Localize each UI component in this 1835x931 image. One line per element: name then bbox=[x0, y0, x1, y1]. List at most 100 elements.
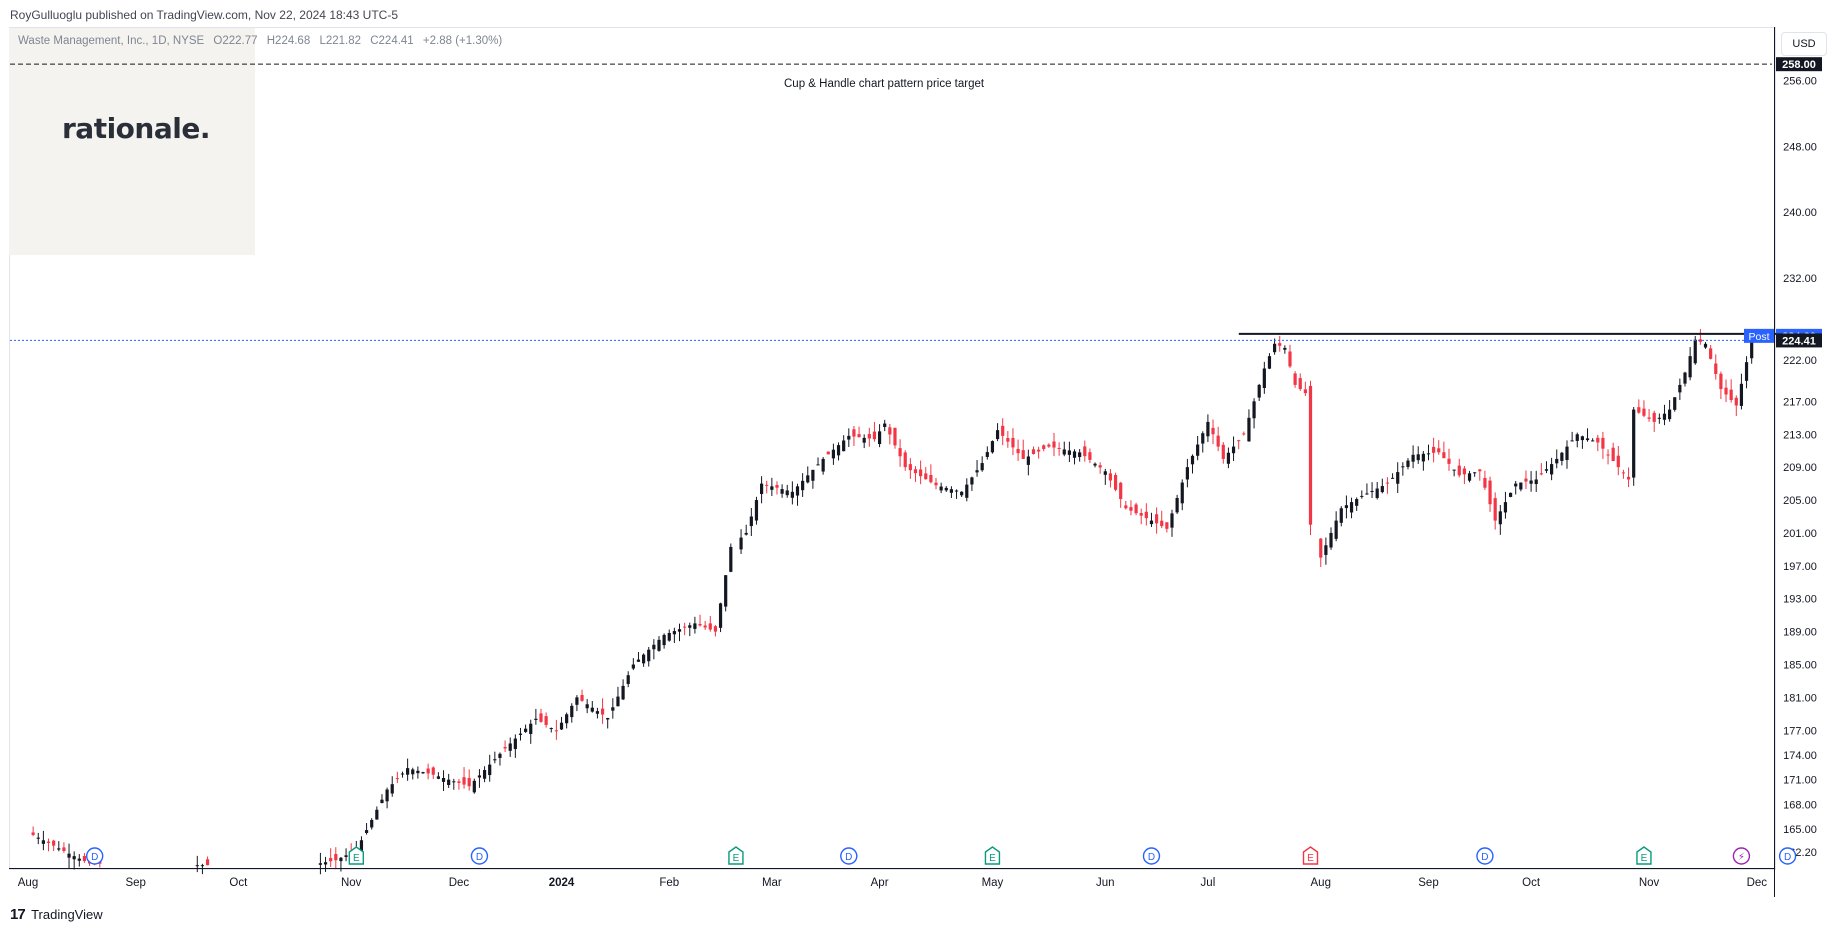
candle-body bbox=[1580, 436, 1584, 441]
candle-body bbox=[713, 626, 718, 632]
candle-body bbox=[62, 847, 66, 851]
candle-body bbox=[1037, 449, 1041, 452]
y-tick-label: 217.00 bbox=[1783, 396, 1817, 408]
candle-body bbox=[990, 441, 995, 453]
candle-body bbox=[934, 482, 938, 486]
candle-body bbox=[1349, 502, 1354, 513]
candle-body bbox=[416, 770, 420, 774]
candle-body bbox=[708, 623, 712, 630]
dividend-event-label: D bbox=[1148, 852, 1155, 863]
x-tick-label: Nov bbox=[341, 877, 362, 889]
candle-body bbox=[831, 449, 836, 459]
candle-body bbox=[801, 480, 805, 491]
candle-body bbox=[636, 659, 641, 662]
candle-body bbox=[606, 717, 610, 720]
candle-body bbox=[339, 857, 343, 862]
candle-body bbox=[1488, 480, 1492, 505]
candle-body bbox=[1031, 449, 1036, 454]
target-price-tag-box bbox=[1776, 57, 1822, 72]
y-tick-label: 209.00 bbox=[1783, 462, 1817, 474]
candle-body bbox=[200, 865, 205, 867]
candle-body bbox=[1211, 427, 1215, 435]
candle-body bbox=[1683, 372, 1687, 384]
candle-body bbox=[647, 649, 651, 662]
split-event-icon bbox=[1732, 847, 1751, 865]
price-target-annotation: Cup & Handle chart pattern price target bbox=[784, 78, 985, 90]
last-price-tag: 224.41 bbox=[1782, 335, 1816, 347]
target-price-tag: 258.00 bbox=[1782, 59, 1816, 71]
candle-body bbox=[847, 435, 851, 440]
x-tick-label: Dec bbox=[449, 877, 470, 889]
candle-body bbox=[939, 486, 943, 491]
candle-body bbox=[1139, 513, 1143, 516]
candle-body bbox=[1478, 469, 1482, 472]
candle-body bbox=[52, 840, 56, 846]
dividend-event-label: D bbox=[476, 852, 483, 863]
candle-body bbox=[575, 697, 579, 705]
candle-body bbox=[57, 848, 61, 850]
candle-body bbox=[1042, 445, 1046, 450]
dividend-event-icon bbox=[1778, 847, 1797, 865]
currency-button[interactable]: USD bbox=[1781, 32, 1827, 56]
y-tick-label: 177.00 bbox=[1783, 725, 1817, 737]
candle-body bbox=[657, 639, 661, 651]
candle-body bbox=[1237, 440, 1241, 442]
y-tick-label: 168.00 bbox=[1783, 799, 1817, 811]
candle-body bbox=[893, 427, 897, 446]
candle-body bbox=[1401, 466, 1405, 468]
candle-body bbox=[1257, 384, 1261, 398]
candle-body bbox=[1247, 417, 1251, 442]
candle-body bbox=[36, 837, 40, 839]
legend-close: C224.41 bbox=[370, 35, 414, 47]
candle-body bbox=[795, 486, 800, 496]
candle-body bbox=[1657, 417, 1661, 419]
candle-body bbox=[985, 452, 989, 457]
y-tick-label: 181.00 bbox=[1783, 692, 1817, 704]
candle-body bbox=[1396, 472, 1400, 484]
candle-body bbox=[359, 840, 364, 858]
candle-body bbox=[1406, 460, 1410, 467]
y-tick-label: 213.00 bbox=[1783, 429, 1817, 441]
y-tick-label: 189.00 bbox=[1783, 627, 1817, 639]
candle-body bbox=[529, 723, 533, 734]
candle-body bbox=[883, 423, 887, 427]
candle-body bbox=[431, 767, 435, 775]
candle-body bbox=[1242, 433, 1246, 435]
candle-body bbox=[1175, 497, 1179, 513]
candle-body bbox=[534, 718, 538, 720]
symbol-legend: Waste Management, Inc., 1D, NYSE O222.77… bbox=[18, 35, 502, 47]
candle-body bbox=[380, 799, 384, 804]
candle-body bbox=[364, 830, 369, 833]
candle-body bbox=[724, 575, 728, 607]
legend-symbol: Waste Management, Inc., 1D, NYSE bbox=[18, 35, 205, 47]
candle-body bbox=[1724, 387, 1728, 395]
candle-body bbox=[1062, 449, 1066, 455]
candle-body bbox=[1508, 492, 1513, 497]
candle-body bbox=[718, 603, 723, 628]
candle-body bbox=[842, 440, 846, 452]
legend-low: L221.82 bbox=[319, 35, 362, 47]
candle-body bbox=[462, 777, 466, 785]
candle-body bbox=[1272, 343, 1277, 353]
candle-body bbox=[508, 743, 512, 751]
candle-body bbox=[1637, 407, 1641, 413]
candle-body bbox=[693, 623, 697, 629]
candle-body bbox=[1421, 453, 1425, 462]
candle-body bbox=[975, 470, 979, 473]
candle-body bbox=[1155, 514, 1159, 524]
y-tick-label: 197.00 bbox=[1783, 561, 1817, 573]
y-tick-label: 232.00 bbox=[1783, 273, 1817, 285]
logo-panel bbox=[9, 28, 255, 255]
candle-body bbox=[549, 728, 553, 730]
legend-change: +2.88 (+1.30%) bbox=[422, 35, 503, 47]
candle-body bbox=[1483, 477, 1487, 488]
candle-body bbox=[1693, 339, 1697, 364]
candle-body bbox=[334, 853, 338, 861]
candle-body bbox=[1252, 401, 1256, 419]
candle-body bbox=[1596, 437, 1600, 443]
candle-body bbox=[1093, 463, 1097, 466]
candle-body bbox=[1539, 473, 1543, 475]
candle-body bbox=[585, 704, 589, 709]
chart-frame bbox=[9, 27, 1776, 870]
